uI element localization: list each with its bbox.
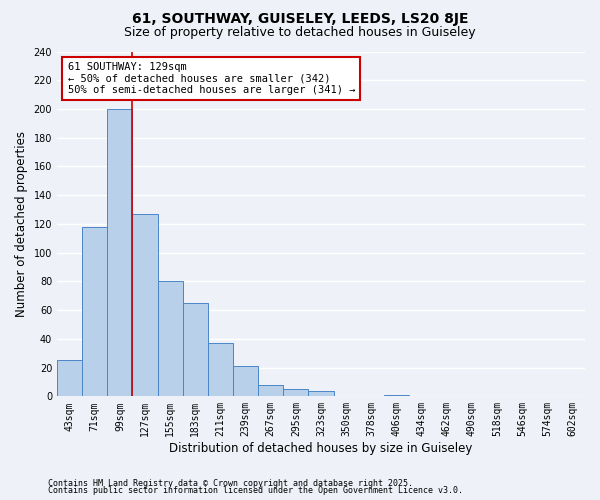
Bar (384, 395, 409, 396)
Text: Contains HM Land Registry data © Crown copyright and database right 2025.: Contains HM Land Registry data © Crown c… (48, 478, 413, 488)
Bar (82, 227, 107, 396)
Bar (283, 389, 308, 396)
Text: 61, SOUTHWAY, GUISELEY, LEEDS, LS20 8JE: 61, SOUTHWAY, GUISELEY, LEEDS, LS20 8JE (132, 12, 468, 26)
Bar (133, 214, 158, 396)
Text: Contains public sector information licensed under the Open Government Licence v3: Contains public sector information licen… (48, 486, 463, 495)
X-axis label: Distribution of detached houses by size in Guiseley: Distribution of detached houses by size … (169, 442, 473, 455)
Y-axis label: Number of detached properties: Number of detached properties (15, 131, 28, 317)
Bar (233, 366, 258, 396)
Bar (208, 343, 233, 396)
Bar (57, 360, 82, 396)
Bar (158, 282, 183, 397)
Bar (107, 109, 133, 397)
Bar (183, 303, 208, 396)
Text: Size of property relative to detached houses in Guiseley: Size of property relative to detached ho… (124, 26, 476, 39)
Bar (308, 390, 334, 396)
Bar (258, 385, 283, 396)
Text: 61 SOUTHWAY: 129sqm
← 50% of detached houses are smaller (342)
50% of semi-detac: 61 SOUTHWAY: 129sqm ← 50% of detached ho… (68, 62, 355, 95)
